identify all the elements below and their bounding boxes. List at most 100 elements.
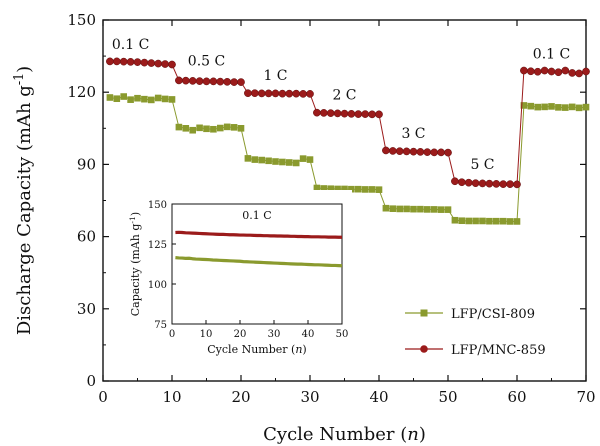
data-point xyxy=(147,59,156,67)
data-point xyxy=(457,178,466,187)
x-tick-label: 70 xyxy=(576,388,595,406)
data-point xyxy=(416,148,425,156)
legend: LFP/CSI-809 LFP/MNC-859 xyxy=(405,307,546,358)
data-point xyxy=(506,180,514,188)
data-point xyxy=(513,218,521,225)
data-point xyxy=(437,148,445,157)
x-tick-label: 20 xyxy=(231,388,250,406)
data-point xyxy=(216,77,225,86)
data-point xyxy=(202,77,211,86)
data-point xyxy=(444,206,452,213)
data-point xyxy=(244,89,252,98)
data-point xyxy=(375,110,383,119)
data-point xyxy=(141,95,148,103)
data-point xyxy=(188,77,197,85)
data-point xyxy=(223,123,231,131)
data-point xyxy=(499,217,507,225)
data-point xyxy=(134,94,141,102)
inset-y-tick-label: 125 xyxy=(148,240,167,251)
series-lfp-csi-809 xyxy=(106,93,590,225)
data-point xyxy=(499,180,508,188)
data-point xyxy=(264,89,273,98)
data-point xyxy=(389,205,397,212)
data-point xyxy=(244,155,252,162)
data-point xyxy=(279,158,286,166)
data-point xyxy=(334,185,341,193)
inset-x-tick-label: 40 xyxy=(302,329,315,340)
y-tick-label: 60 xyxy=(77,228,96,246)
inset-y-axis-title: Capacity (mAh g-1) xyxy=(128,212,143,316)
data-point xyxy=(203,125,210,133)
rate-label: 0.1 C xyxy=(533,47,570,63)
data-point xyxy=(320,185,328,192)
data-point xyxy=(534,103,541,111)
x-tick-label: 30 xyxy=(300,388,319,406)
inset-x-tick-label: 0 xyxy=(169,329,175,340)
data-point xyxy=(313,108,321,117)
data-point xyxy=(575,104,583,112)
data-point xyxy=(423,148,432,156)
rate-label: 2 C xyxy=(332,87,356,103)
main-y-axis: 0 30 60 90 120 150 xyxy=(67,11,586,390)
data-point xyxy=(575,69,583,78)
data-point xyxy=(520,66,528,75)
data-point xyxy=(409,147,418,156)
data-point xyxy=(458,217,466,225)
data-point xyxy=(465,217,472,225)
data-point xyxy=(354,110,363,118)
data-point xyxy=(250,89,259,98)
data-point xyxy=(306,156,314,163)
data-point xyxy=(196,124,203,132)
data-point xyxy=(437,206,445,213)
rate-label: 5 C xyxy=(470,157,494,173)
data-point xyxy=(561,66,570,75)
inset-x-tick-label: 30 xyxy=(268,329,281,340)
data-point xyxy=(292,159,300,167)
data-point xyxy=(237,125,245,132)
data-point xyxy=(189,126,196,134)
data-point xyxy=(493,217,500,225)
data-point xyxy=(126,58,135,66)
data-point xyxy=(396,205,403,213)
data-point xyxy=(568,103,576,111)
data-point xyxy=(230,124,238,131)
data-point xyxy=(451,216,459,224)
data-point xyxy=(140,58,149,67)
data-point xyxy=(265,157,272,165)
legend-label: LFP/CSI-809 xyxy=(451,307,535,322)
data-point xyxy=(326,109,335,117)
data-point xyxy=(333,109,342,118)
data-point xyxy=(195,77,204,85)
data-point xyxy=(313,184,321,192)
rate-labels: 0.1 C 0.5 C 1 C 2 C 3 C 5 C 0.1 C xyxy=(112,37,570,173)
data-point xyxy=(348,185,355,193)
data-point xyxy=(548,103,555,110)
data-point xyxy=(582,67,590,76)
x-tick-label: 0 xyxy=(98,388,108,406)
data-point xyxy=(382,204,390,212)
data-point xyxy=(451,177,459,186)
data-point xyxy=(430,148,439,157)
data-point xyxy=(527,102,535,110)
inset-plot-frame xyxy=(171,203,343,325)
data-point xyxy=(555,104,562,111)
inset-x-tick-label: 20 xyxy=(234,329,247,340)
inset-series-layer xyxy=(175,230,343,268)
data-point xyxy=(417,205,424,213)
data-point xyxy=(540,66,549,75)
data-point xyxy=(388,147,397,155)
data-point xyxy=(410,205,417,213)
inset-x-axis: 0 10 20 30 40 50 xyxy=(169,320,348,340)
data-point xyxy=(430,206,438,213)
data-point xyxy=(347,110,356,118)
legend-item-lfp-mnc-859: LFP/MNC-859 xyxy=(405,343,546,358)
data-point xyxy=(175,76,183,85)
data-point xyxy=(306,90,314,98)
data-point xyxy=(161,60,169,68)
data-point xyxy=(368,110,376,119)
data-point xyxy=(486,217,493,225)
data-point xyxy=(168,96,176,103)
inset-y-tick-label: 75 xyxy=(154,320,167,331)
data-point xyxy=(154,94,162,102)
data-point xyxy=(112,57,121,66)
